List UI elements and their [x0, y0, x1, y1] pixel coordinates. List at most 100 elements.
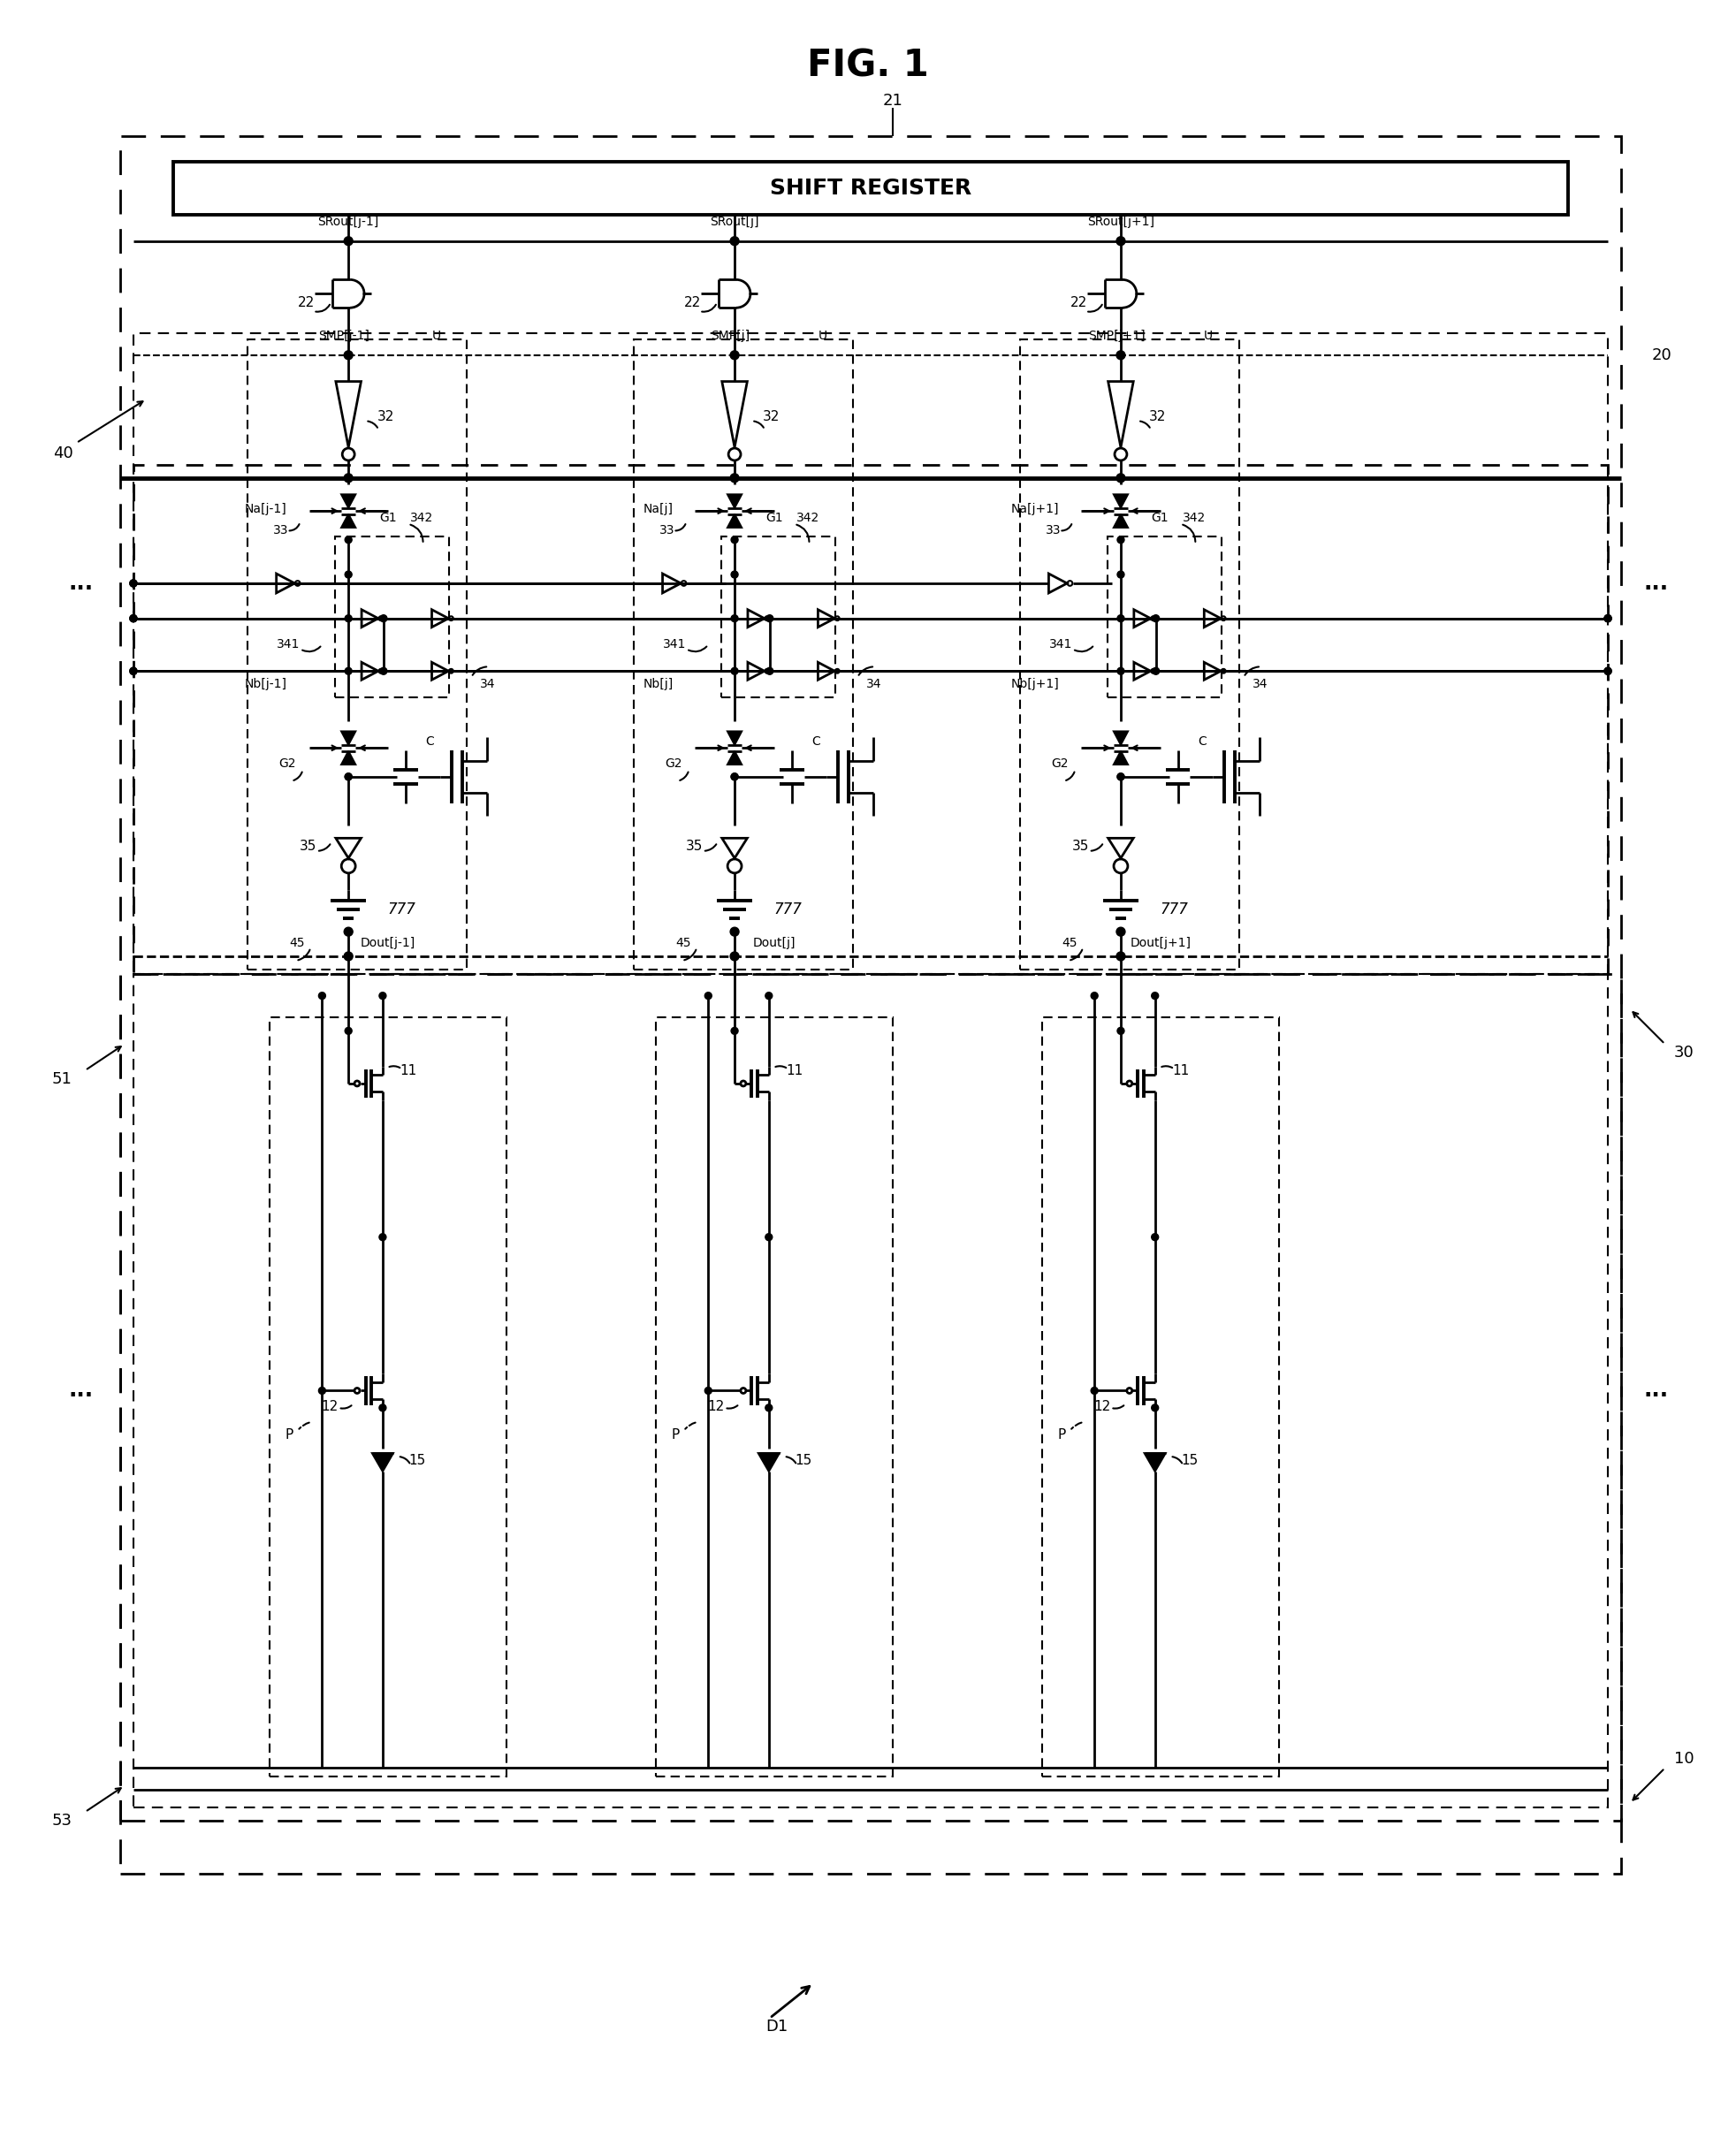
Circle shape — [130, 616, 137, 622]
Circle shape — [731, 952, 740, 960]
Circle shape — [130, 579, 137, 588]
Text: SRout[j]: SRout[j] — [710, 215, 759, 228]
Text: 22: 22 — [299, 295, 314, 310]
Polygon shape — [1115, 495, 1128, 508]
Circle shape — [345, 667, 352, 674]
Bar — [134, 334, 1608, 973]
Text: U: U — [432, 329, 441, 342]
Text: 15: 15 — [1182, 1453, 1198, 1468]
Text: 34: 34 — [481, 678, 495, 691]
Text: 33: 33 — [660, 525, 675, 536]
Text: 22: 22 — [684, 295, 701, 310]
Bar — [120, 136, 1621, 1873]
Text: 342: 342 — [410, 512, 432, 523]
Bar — [722, 536, 835, 698]
Text: 341: 341 — [1049, 639, 1073, 650]
Text: P: P — [1057, 1430, 1066, 1443]
Circle shape — [1151, 1234, 1158, 1240]
Circle shape — [1118, 667, 1125, 674]
Circle shape — [731, 474, 740, 482]
Text: 35: 35 — [299, 840, 316, 853]
Circle shape — [1153, 667, 1160, 674]
Bar — [335, 536, 450, 698]
Text: 341: 341 — [276, 639, 300, 650]
Text: 11: 11 — [1172, 1064, 1189, 1076]
Text: C: C — [812, 736, 821, 747]
Text: Na[j-1]: Na[j-1] — [245, 502, 286, 515]
Polygon shape — [1115, 751, 1128, 764]
Circle shape — [766, 1404, 773, 1412]
Circle shape — [345, 773, 352, 779]
Text: 45: 45 — [1061, 937, 1076, 949]
Text: 777: 777 — [387, 902, 417, 917]
Polygon shape — [727, 515, 741, 527]
Circle shape — [130, 579, 137, 588]
Text: 32: 32 — [1149, 409, 1167, 424]
Text: G1: G1 — [378, 512, 396, 523]
Circle shape — [1604, 616, 1611, 622]
Circle shape — [731, 773, 738, 779]
Circle shape — [1604, 667, 1611, 674]
Text: 33: 33 — [1045, 525, 1061, 536]
Text: C: C — [1198, 736, 1207, 747]
Text: 45: 45 — [290, 937, 304, 949]
Text: Dout[j]: Dout[j] — [753, 937, 795, 949]
Circle shape — [380, 667, 387, 674]
Text: ...: ... — [1644, 1380, 1668, 1402]
Circle shape — [1116, 351, 1125, 360]
Polygon shape — [342, 495, 356, 508]
Circle shape — [1153, 616, 1160, 622]
Text: 12: 12 — [321, 1399, 339, 1412]
Circle shape — [345, 536, 352, 543]
Circle shape — [705, 993, 712, 999]
Circle shape — [378, 993, 385, 999]
Text: Na[j+1]: Na[j+1] — [1010, 502, 1059, 515]
Circle shape — [1090, 1387, 1097, 1395]
Text: 51: 51 — [52, 1072, 71, 1087]
Bar — [134, 465, 1608, 973]
Text: U: U — [1205, 329, 1213, 342]
Circle shape — [345, 616, 352, 622]
Text: P: P — [672, 1430, 679, 1443]
Text: G1: G1 — [766, 512, 783, 523]
Circle shape — [344, 952, 352, 960]
Text: SHIFT REGISTER: SHIFT REGISTER — [769, 179, 972, 198]
Circle shape — [766, 993, 773, 999]
Text: 45: 45 — [675, 937, 691, 949]
Circle shape — [380, 616, 387, 622]
Circle shape — [130, 616, 137, 622]
Text: 53: 53 — [52, 1813, 71, 1828]
Text: SMP[j+1]: SMP[j+1] — [1088, 329, 1146, 342]
Circle shape — [731, 237, 740, 245]
Polygon shape — [1115, 732, 1128, 745]
Text: 12: 12 — [708, 1399, 724, 1412]
Bar — [174, 161, 1568, 215]
Text: SMP[j]: SMP[j] — [710, 329, 750, 342]
Text: 15: 15 — [795, 1453, 812, 1468]
Text: Nb[j]: Nb[j] — [642, 678, 674, 691]
Text: G2: G2 — [1050, 758, 1068, 771]
Circle shape — [1118, 773, 1125, 779]
Polygon shape — [727, 732, 741, 745]
Text: 11: 11 — [401, 1064, 417, 1076]
Circle shape — [319, 1387, 326, 1395]
Circle shape — [1116, 237, 1125, 245]
Text: Dout[j+1]: Dout[j+1] — [1130, 937, 1191, 949]
Text: SRout[j+1]: SRout[j+1] — [1087, 215, 1154, 228]
Circle shape — [766, 667, 773, 674]
Circle shape — [344, 351, 352, 360]
Polygon shape — [727, 495, 741, 508]
Circle shape — [130, 667, 137, 674]
Text: 34: 34 — [1252, 678, 1267, 691]
Text: Nb[j-1]: Nb[j-1] — [245, 678, 286, 691]
Text: 777: 777 — [774, 902, 802, 917]
Circle shape — [344, 474, 352, 482]
Circle shape — [1604, 667, 1611, 674]
Bar — [1108, 536, 1222, 698]
Circle shape — [1118, 773, 1125, 779]
Text: G2: G2 — [665, 758, 682, 771]
Text: 342: 342 — [1182, 512, 1205, 523]
Text: 342: 342 — [797, 512, 819, 523]
Circle shape — [731, 571, 738, 577]
Circle shape — [1151, 993, 1158, 999]
